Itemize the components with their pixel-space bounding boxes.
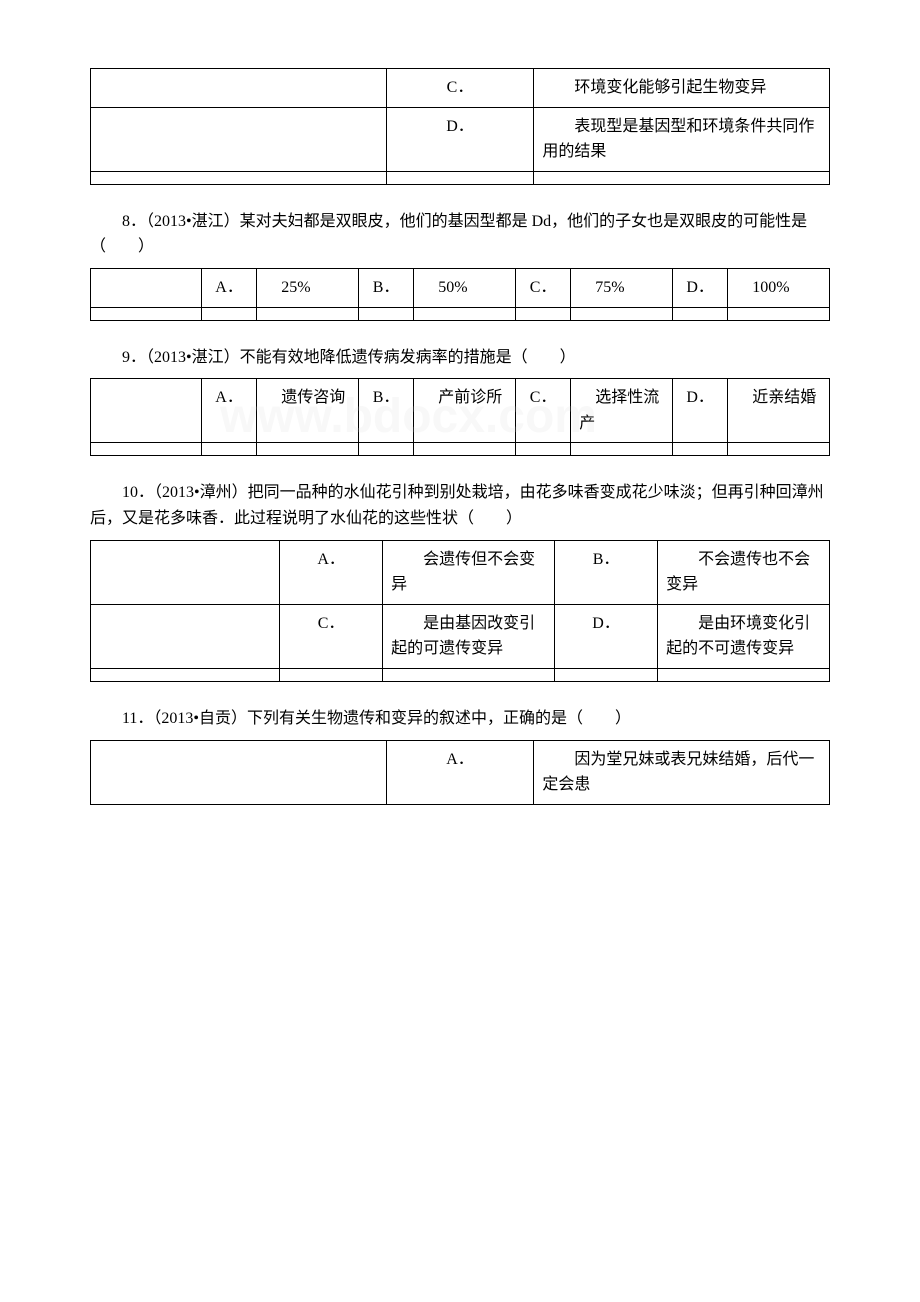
option-text: 100% xyxy=(728,268,830,307)
table-row xyxy=(91,443,830,456)
table-row: C． 是由基因改变引起的可遗传变异 D． 是由环境变化引起的不可遗传变异 xyxy=(91,604,830,668)
table-row: D． 表现型是基因型和环境条件共同作用的结果 xyxy=(91,107,830,171)
option-label: A． xyxy=(386,740,534,804)
q10-stem: 10．（2013•漳州）把同一品种的水仙花引种到别处栽培，由花多味香变成花少味淡… xyxy=(90,480,830,531)
empty-cell xyxy=(728,307,830,320)
empty-cell xyxy=(534,171,830,184)
q10-table: A． 会遗传但不会变异 B． 不会遗传也不会变异 C． 是由基因改变引起的可遗传… xyxy=(90,540,830,682)
table-row: A． 25% B． 50% C． 75% D． 100% xyxy=(91,268,830,307)
option-text: 不会遗传也不会变异 xyxy=(658,540,830,604)
option-text: 会遗传但不会变异 xyxy=(383,540,555,604)
empty-cell xyxy=(91,307,202,320)
q11-stem: 11．（2013•自贡）下列有关生物遗传和变异的叙述中，正确的是（ ） xyxy=(90,706,830,732)
option-label: D． xyxy=(672,379,727,443)
option-text: 是由基因改变引起的可遗传变异 xyxy=(383,604,555,668)
empty-cell xyxy=(358,443,413,456)
option-label: C． xyxy=(386,69,534,108)
table-row: A． 会遗传但不会变异 B． 不会遗传也不会变异 xyxy=(91,540,830,604)
empty-cell xyxy=(515,443,570,456)
empty-cell xyxy=(91,379,202,443)
empty-cell xyxy=(571,307,673,320)
table-row: C． 环境变化能够引起生物变异 xyxy=(91,69,830,108)
empty-cell xyxy=(555,668,658,681)
option-label: D． xyxy=(555,604,658,668)
q8-stem: 8．（2013•湛江）某对夫妇都是双眼皮，他们的基因型都是 Dd，他们的子女也是… xyxy=(90,209,830,260)
option-label: C． xyxy=(280,604,383,668)
q8-table: A． 25% B． 50% C． 75% D． 100% xyxy=(90,268,830,321)
table-row: A． 因为堂兄妹或表兄妹结婚，后代一定会患 xyxy=(91,740,830,804)
table-row xyxy=(91,307,830,320)
empty-cell xyxy=(91,69,387,108)
table-row: A． 遗传咨询 B． 产前诊所 C． 选择性流产 D． 近亲结婚 xyxy=(91,379,830,443)
empty-cell xyxy=(515,307,570,320)
empty-cell xyxy=(91,740,387,804)
empty-cell xyxy=(91,268,202,307)
option-text: 环境变化能够引起生物变异 xyxy=(534,69,830,108)
option-text: 表现型是基因型和环境条件共同作用的结果 xyxy=(534,107,830,171)
table-row xyxy=(91,171,830,184)
option-label: D． xyxy=(672,268,727,307)
empty-cell xyxy=(91,171,387,184)
empty-cell xyxy=(414,307,516,320)
option-text: 产前诊所 xyxy=(414,379,516,443)
empty-cell xyxy=(728,443,830,456)
option-text: 25% xyxy=(257,268,359,307)
empty-cell xyxy=(672,443,727,456)
option-label: D． xyxy=(386,107,534,171)
empty-cell xyxy=(91,540,280,604)
option-text: 遗传咨询 xyxy=(257,379,359,443)
option-text: 50% xyxy=(414,268,516,307)
empty-cell xyxy=(91,107,387,171)
empty-cell xyxy=(280,668,383,681)
empty-cell xyxy=(383,668,555,681)
q9-stem: 9．（2013•湛江）不能有效地降低遗传病发病率的措施是（ ） xyxy=(90,345,830,371)
option-text: 选择性流产 xyxy=(571,379,673,443)
option-text: 是由环境变化引起的不可遗传变异 xyxy=(658,604,830,668)
option-label: C． xyxy=(515,268,570,307)
option-text: 75% xyxy=(571,268,673,307)
empty-cell xyxy=(571,443,673,456)
empty-cell xyxy=(201,307,256,320)
empty-cell xyxy=(257,443,359,456)
empty-cell xyxy=(257,307,359,320)
empty-cell xyxy=(658,668,830,681)
option-text: 因为堂兄妹或表兄妹结婚，后代一定会患 xyxy=(534,740,830,804)
q9-table: A． 遗传咨询 B． 产前诊所 C． 选择性流产 D． 近亲结婚 xyxy=(90,378,830,456)
empty-cell xyxy=(201,443,256,456)
option-label: C． xyxy=(515,379,570,443)
option-label: B． xyxy=(358,268,413,307)
option-label: A． xyxy=(201,268,256,307)
q11-table: A． 因为堂兄妹或表兄妹结婚，后代一定会患 xyxy=(90,740,830,805)
option-text: 近亲结婚 xyxy=(728,379,830,443)
empty-cell xyxy=(414,443,516,456)
option-label: B． xyxy=(358,379,413,443)
empty-cell xyxy=(358,307,413,320)
empty-cell xyxy=(91,604,280,668)
option-label: A． xyxy=(280,540,383,604)
option-label: A． xyxy=(201,379,256,443)
empty-cell xyxy=(91,443,202,456)
option-label: B． xyxy=(555,540,658,604)
table-row xyxy=(91,668,830,681)
q7-table: C． 环境变化能够引起生物变异 D． 表现型是基因型和环境条件共同作用的结果 xyxy=(90,68,830,185)
empty-cell xyxy=(91,668,280,681)
empty-cell xyxy=(386,171,534,184)
empty-cell xyxy=(672,307,727,320)
